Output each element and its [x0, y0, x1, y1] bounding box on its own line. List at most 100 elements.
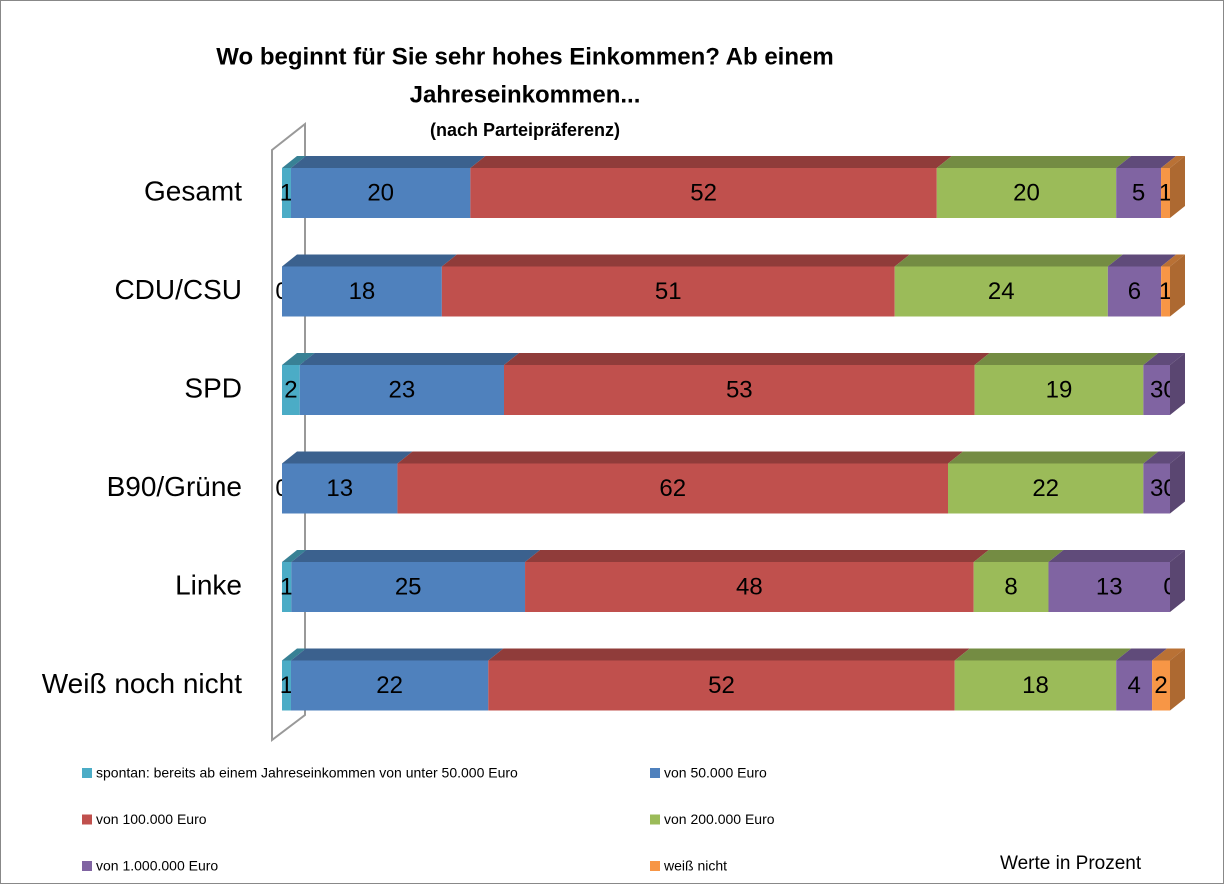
data-label: 22: [1032, 475, 1059, 502]
data-label: 25: [395, 573, 422, 600]
data-label: 1: [1159, 278, 1172, 305]
bar: [974, 365, 1144, 415]
bar: [282, 168, 291, 218]
bar: [488, 660, 955, 711]
category-label: SPD: [184, 372, 242, 403]
data-label: 20: [367, 179, 394, 206]
bar: [291, 562, 526, 612]
data-label: 2: [1154, 672, 1167, 699]
bar-top: [1143, 353, 1185, 365]
bar-top: [291, 550, 541, 562]
bar-top: [282, 254, 457, 267]
bar-top: [1116, 156, 1177, 168]
data-label: 4: [1127, 672, 1140, 699]
data-label: 23: [389, 376, 416, 403]
annotation: Werte in Prozent: [1000, 853, 1142, 874]
back-wall: [271, 121, 306, 743]
category-label: Weiß noch nicht: [42, 668, 242, 699]
bar: [282, 660, 291, 711]
bar-top: [290, 156, 486, 168]
bar-top: [299, 353, 519, 365]
bar-top: [1116, 648, 1168, 661]
data-label: 22: [376, 672, 403, 699]
category-label: Gesamt: [144, 175, 242, 206]
bar: [1107, 266, 1162, 317]
bar: [894, 266, 1108, 317]
bar-side: [1170, 353, 1185, 415]
bar: [470, 168, 937, 218]
bar: [1048, 562, 1170, 612]
data-label: 62: [659, 475, 686, 502]
bar-top: [954, 648, 1132, 661]
bar-top: [488, 648, 970, 661]
category-label: CDU/CSU: [114, 274, 242, 305]
bar-top: [441, 254, 910, 267]
chart-title: Jahreseinkommen...: [410, 81, 641, 108]
data-label: 3: [1150, 376, 1163, 403]
bar: [1143, 365, 1170, 415]
bar: [397, 463, 948, 514]
bar: [1143, 463, 1170, 514]
data-label: 1: [280, 573, 293, 600]
bar-top: [1048, 550, 1185, 562]
bar: [1152, 660, 1170, 711]
legend-swatch: [650, 768, 660, 778]
bar-top: [282, 550, 307, 562]
data-label: 6: [1128, 278, 1141, 305]
legend-swatch: [650, 861, 660, 871]
bar: [1161, 168, 1170, 218]
data-label: 18: [1022, 672, 1049, 699]
data-label: 48: [736, 573, 763, 600]
bar-top: [1152, 648, 1185, 661]
legend-label: von 200.000 Euro: [664, 811, 775, 827]
chart-subtitle: (nach Parteipräferenz): [430, 120, 620, 140]
bar: [948, 463, 1144, 514]
bar: [1161, 266, 1170, 317]
legend-label: von 100.000 Euro: [96, 811, 207, 827]
data-label: 1: [1159, 179, 1172, 206]
bar: [441, 266, 895, 317]
bar-top: [1143, 451, 1185, 464]
bar-side: [1170, 254, 1185, 317]
bar: [954, 660, 1117, 711]
data-label: 52: [708, 672, 735, 699]
bar-top: [1107, 254, 1177, 267]
data-label: 20: [1013, 179, 1040, 206]
legend-label: von 1.000.000 Euro: [96, 858, 218, 874]
data-label: 3: [1150, 475, 1163, 502]
data-label: 24: [988, 278, 1015, 305]
bar: [282, 562, 292, 612]
legend-swatch: [82, 861, 92, 871]
data-label: 18: [349, 278, 376, 305]
bar: [525, 562, 974, 612]
legend-swatch: [82, 768, 92, 778]
bar-top: [973, 550, 1064, 562]
bar-top: [290, 648, 504, 661]
data-label: 52: [690, 179, 717, 206]
data-label: 53: [726, 376, 753, 403]
bar: [936, 168, 1117, 218]
bar-top: [282, 648, 306, 661]
bar-side: [1170, 451, 1185, 514]
bar-top: [936, 156, 1132, 168]
bar-side: [1170, 550, 1185, 612]
bar-top: [470, 156, 952, 168]
bar-top: [282, 451, 413, 464]
data-label: 5: [1132, 179, 1145, 206]
legend-swatch: [650, 814, 660, 825]
bar: [282, 463, 398, 514]
category-label: Linke: [175, 569, 242, 600]
data-label: 8: [1004, 573, 1017, 600]
bar: [1116, 168, 1162, 218]
legend-swatch: [82, 814, 92, 825]
bar-top: [397, 451, 963, 464]
bar-top: [504, 353, 990, 365]
bar: [504, 365, 975, 415]
bar: [290, 660, 489, 711]
data-label: 51: [655, 278, 682, 305]
bar-top: [1161, 254, 1185, 267]
bar: [1116, 660, 1153, 711]
legend-label: spontan: bereits ab einem Jahreseinkomme…: [96, 765, 518, 781]
